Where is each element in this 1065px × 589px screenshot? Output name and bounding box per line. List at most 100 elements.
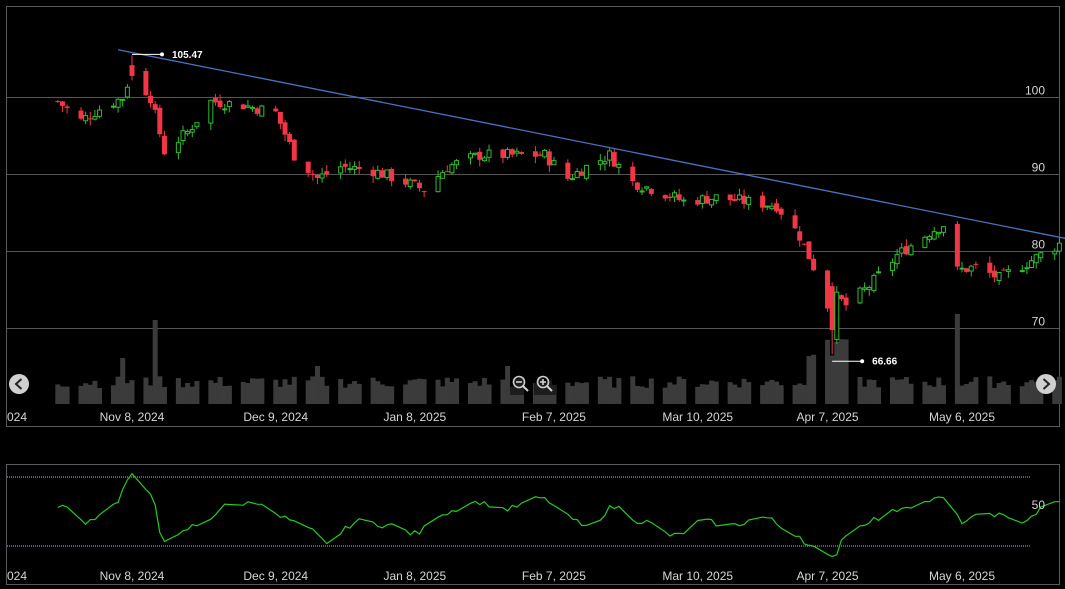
candle-up xyxy=(602,155,608,171)
volume-bar xyxy=(954,314,960,404)
callout-label: 66.66 xyxy=(872,357,897,368)
candle-body xyxy=(421,191,427,193)
volume-bar xyxy=(774,381,780,404)
candle-up xyxy=(486,144,492,163)
candle-body xyxy=(662,195,668,199)
candle-body xyxy=(709,198,715,206)
volume-bar xyxy=(254,378,260,404)
candle-body xyxy=(551,160,557,166)
volume-bar xyxy=(115,376,121,404)
volume-bar xyxy=(412,379,418,404)
volume-bar xyxy=(760,385,766,404)
candle-body xyxy=(185,130,191,135)
volume-bar xyxy=(1019,386,1025,404)
candle-down xyxy=(412,179,418,183)
scroll-left-button[interactable] xyxy=(9,374,29,394)
candle-body xyxy=(583,164,589,179)
volume-bar xyxy=(843,339,849,404)
candle-body xyxy=(1033,254,1039,264)
candle-up xyxy=(889,258,895,277)
candle-down xyxy=(477,147,483,167)
candle-body xyxy=(245,105,251,108)
volume-bar xyxy=(352,381,358,404)
volume-bar xyxy=(927,385,933,404)
candle-up xyxy=(472,152,478,156)
zoom-in-button[interactable] xyxy=(534,373,556,395)
candle-up xyxy=(505,147,511,160)
zoom-out-button[interactable] xyxy=(510,373,532,395)
candle-body xyxy=(607,150,613,161)
candle-up xyxy=(1029,255,1035,269)
candle-body xyxy=(991,270,997,278)
candle-body xyxy=(282,122,288,135)
volume-bar xyxy=(829,355,835,404)
volume-bar xyxy=(454,378,460,404)
candle-body xyxy=(597,160,603,165)
candle-up xyxy=(259,104,265,117)
volume-bar xyxy=(741,378,747,404)
candle-up xyxy=(449,162,455,175)
volume-bar xyxy=(806,356,812,404)
candle-down xyxy=(774,198,780,214)
volume-bar xyxy=(1029,380,1035,404)
volume-bar xyxy=(277,386,283,404)
zoom-out-icon xyxy=(512,375,529,392)
candle-body xyxy=(324,171,330,175)
trendline xyxy=(117,49,1065,239)
candle-up xyxy=(551,156,557,166)
volume-bar xyxy=(565,382,571,404)
candle-down xyxy=(356,160,362,174)
volume-bar xyxy=(922,381,928,404)
volume-bar xyxy=(862,386,868,404)
candle-down xyxy=(157,104,163,138)
candle-up xyxy=(185,129,191,137)
volume-bar xyxy=(866,379,872,404)
candle-down xyxy=(310,169,316,181)
volume-bar xyxy=(676,376,682,404)
candle-down xyxy=(217,94,223,109)
candle-body xyxy=(92,116,98,120)
candle-down xyxy=(87,111,93,126)
candle-down xyxy=(421,190,427,198)
candle-up xyxy=(940,226,946,237)
osc-date-tick: Dec 9, 2024 xyxy=(243,569,308,583)
volume-bar xyxy=(189,386,195,404)
candle-down xyxy=(838,294,844,302)
volume-bar xyxy=(713,381,719,404)
candle-body xyxy=(602,161,608,165)
candle-up xyxy=(97,105,103,119)
candle-up xyxy=(709,198,715,209)
scroll-right-button[interactable] xyxy=(1036,374,1056,394)
volume-bar xyxy=(472,381,478,404)
candle-up xyxy=(454,159,460,170)
osc-date-tick: Mar 10, 2025 xyxy=(662,569,733,583)
candle-body xyxy=(481,157,487,162)
candle-down xyxy=(403,174,409,188)
candle-down xyxy=(444,165,450,173)
volume-bar xyxy=(449,381,455,404)
candle-body xyxy=(273,108,279,112)
volume-bar xyxy=(876,387,882,404)
volume-bar xyxy=(727,382,733,404)
candle-up xyxy=(570,174,576,181)
candle-body xyxy=(148,95,154,104)
candle-body xyxy=(843,297,849,306)
candle-body xyxy=(774,203,780,212)
candle-body xyxy=(968,265,974,272)
candle-body xyxy=(240,104,246,110)
candle-body xyxy=(727,194,733,201)
volume-bar xyxy=(672,384,678,404)
candle-up xyxy=(936,231,942,238)
candle-body xyxy=(175,142,181,154)
volume-bar xyxy=(699,384,705,404)
candle-down xyxy=(964,267,970,273)
candle-body xyxy=(110,105,116,108)
candle-up xyxy=(862,282,868,292)
volume-bars xyxy=(55,314,1062,404)
candle-down xyxy=(78,107,84,121)
candle-body xyxy=(1005,269,1011,272)
candle-up xyxy=(115,98,121,113)
candle-up xyxy=(968,264,974,277)
chevron-left-icon xyxy=(14,378,23,390)
